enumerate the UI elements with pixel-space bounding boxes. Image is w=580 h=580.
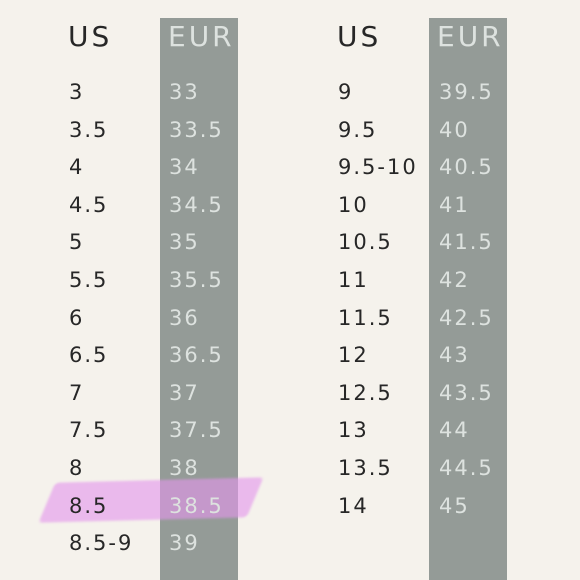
eur-size-cell: 33.5 bbox=[169, 118, 224, 142]
us-size-cell: 13 bbox=[338, 418, 369, 442]
us-size-cell: 10 bbox=[338, 193, 369, 217]
eur-size-cell: 41 bbox=[439, 193, 470, 217]
eur-size-cell: 34.5 bbox=[169, 193, 224, 217]
header-us-right: US bbox=[337, 20, 382, 53]
eur-size-cell: 37 bbox=[169, 381, 200, 405]
eur-size-cell: 42.5 bbox=[439, 306, 494, 330]
eur-size-cell: 40.5 bbox=[439, 155, 494, 179]
eur-size-cell: 43 bbox=[439, 343, 470, 367]
us-size-cell: 4 bbox=[69, 155, 85, 179]
eur-size-cell: 44.5 bbox=[439, 456, 494, 480]
us-size-cell: 7 bbox=[69, 381, 85, 405]
us-size-cell: 6 bbox=[69, 306, 85, 330]
us-size-cell: 9.5-10 bbox=[338, 155, 418, 179]
us-size-cell: 8.5 bbox=[69, 494, 109, 518]
eur-size-cell: 35.5 bbox=[169, 268, 224, 292]
us-size-cell: 12 bbox=[338, 343, 369, 367]
us-size-cell: 12.5 bbox=[338, 381, 393, 405]
eur-size-cell: 34 bbox=[169, 155, 200, 179]
eur-size-cell: 43.5 bbox=[439, 381, 494, 405]
us-size-cell: 10.5 bbox=[338, 230, 393, 254]
us-size-cell: 3 bbox=[69, 80, 85, 104]
eur-size-cell: 40 bbox=[439, 118, 470, 142]
us-size-cell: 8 bbox=[69, 456, 85, 480]
eur-column-band-right bbox=[429, 18, 507, 580]
eur-size-cell: 33 bbox=[169, 80, 200, 104]
us-size-cell: 9.5 bbox=[338, 118, 378, 142]
us-size-cell: 11 bbox=[338, 268, 369, 292]
us-size-cell: 9 bbox=[338, 80, 354, 104]
header-eur-right: EUR bbox=[437, 20, 504, 53]
us-size-cell: 11.5 bbox=[338, 306, 393, 330]
us-size-cell: 7.5 bbox=[69, 418, 109, 442]
eur-size-cell: 36.5 bbox=[169, 343, 224, 367]
us-size-cell: 14 bbox=[338, 494, 369, 518]
us-size-cell: 4.5 bbox=[69, 193, 109, 217]
eur-size-cell: 39.5 bbox=[439, 80, 494, 104]
us-size-cell: 5.5 bbox=[69, 268, 109, 292]
eur-size-cell: 35 bbox=[169, 230, 200, 254]
eur-size-cell: 38.5 bbox=[169, 494, 224, 518]
us-size-cell: 6.5 bbox=[69, 343, 109, 367]
eur-size-cell: 36 bbox=[169, 306, 200, 330]
us-size-cell: 3.5 bbox=[69, 118, 109, 142]
us-size-cell: 13.5 bbox=[338, 456, 393, 480]
us-size-cell: 8.5-9 bbox=[69, 531, 134, 555]
header-us-left: US bbox=[68, 20, 113, 53]
eur-size-cell: 44 bbox=[439, 418, 470, 442]
header-eur-left: EUR bbox=[168, 20, 235, 53]
eur-size-cell: 37.5 bbox=[169, 418, 224, 442]
eur-size-cell: 42 bbox=[439, 268, 470, 292]
eur-size-cell: 38 bbox=[169, 456, 200, 480]
us-size-cell: 5 bbox=[69, 230, 85, 254]
eur-size-cell: 41.5 bbox=[439, 230, 494, 254]
eur-size-cell: 39 bbox=[169, 531, 200, 555]
eur-size-cell: 45 bbox=[439, 494, 470, 518]
